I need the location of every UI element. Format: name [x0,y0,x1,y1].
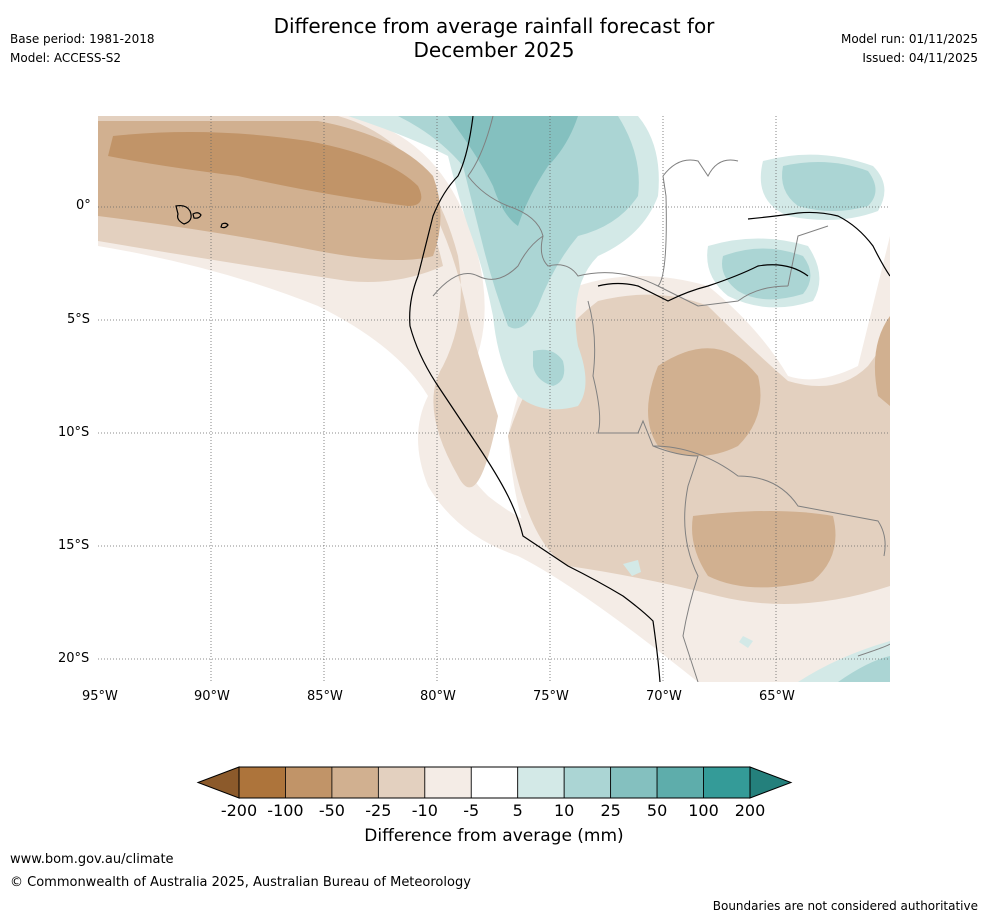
lon-label-75w: 75°W [533,689,569,704]
dry-region-pacific-50 [108,132,422,206]
wet-region-north-10 [782,162,876,211]
colorbar-extend-high [749,766,793,799]
colorbar-segment [517,766,565,799]
lat-label-15s: 15°S [58,538,90,553]
issued-text: Issued: 04/11/2025 [862,51,978,65]
wet-patch-altiplano [623,560,641,576]
colorbar-frame [238,766,751,799]
colorbar-segment [703,766,751,799]
colorbar-segment [331,766,379,799]
lon-label-90w: 90°W [194,689,230,704]
map-title: Difference from average rainfall forecas… [0,14,988,62]
lon-label-70w: 70°W [646,689,682,704]
lon-label-65w: 65°W [759,689,795,704]
colorbar-tick-label: 100 [688,801,719,820]
footer-url: www.bom.gov.au/climate [10,852,174,867]
colorbar-tick-label: 5 [512,801,523,820]
colorbar-tick-label: -5 [463,801,480,820]
colorbar-segment [238,766,286,799]
lon-label-95w: 95°W [82,689,118,704]
colorbar-segment [470,766,519,799]
colorbar-tick-label: 25 [600,801,621,820]
wet-patch-chaco [739,636,753,648]
lon-label-85w: 85°W [307,689,343,704]
colorbar-tick-label: 200 [734,801,766,820]
map-title-line2: December 2025 [413,38,575,62]
footer-copyright: © Commonwealth of Australia 2025, Austra… [10,875,471,890]
colorbar-segments [238,766,751,799]
dry-region-amazon-25 [648,348,761,456]
model-run-text: Model run: 01/11/2025 [840,32,978,46]
dry-region-east-25 [874,316,890,406]
colorbar-segment [285,766,333,799]
map-gridlines [98,116,890,682]
colorbar-segment [563,766,612,799]
colorbar-tick-label: 10 [553,801,575,820]
lat-label-0: 0° [76,198,91,213]
wet-region-andes-25 [448,116,578,226]
colorbar-tick-label: -200 [220,801,258,820]
map-title-line1: Difference from average rainfall forecas… [273,14,715,38]
colorbar-tick-label: -10 [411,801,438,820]
colorbar-extend-low [196,766,240,799]
base-period-text: Base period: 1981-2018 [10,32,155,46]
footer-disclaimer: Boundaries are not considered authoritat… [712,899,978,913]
lat-label-5s: 5°S [67,312,91,327]
colorbar-segment [377,766,426,799]
dry-region-bolivia-25 [692,511,836,588]
country-borders [432,116,890,682]
colorbar-tick-label: -25 [365,801,392,820]
colorbar-label: Difference from average (mm) [364,826,624,846]
colorbar-tick-label: -100 [267,801,304,820]
colorbar-segment [656,766,704,799]
wet-region-amazon-mouth-10 [722,248,811,300]
coastline [175,116,890,682]
colorbar-tick-label: -50 [318,801,345,820]
model-text: Model: ACCESS-S2 [10,51,122,65]
rainfall-anomaly-map [98,116,890,682]
lat-label-20s: 20°S [58,651,90,666]
wet-region-southeast-10 [838,656,890,682]
anomaly-shading [98,116,890,682]
wet-region-peru-10 [533,349,565,386]
lat-label-10s: 10°S [58,425,90,440]
colorbar [196,766,793,799]
lon-label-80w: 80°W [420,689,456,704]
colorbar-segment [610,766,658,799]
colorbar-segment [424,766,472,799]
colorbar-tick-label: 50 [646,801,668,820]
